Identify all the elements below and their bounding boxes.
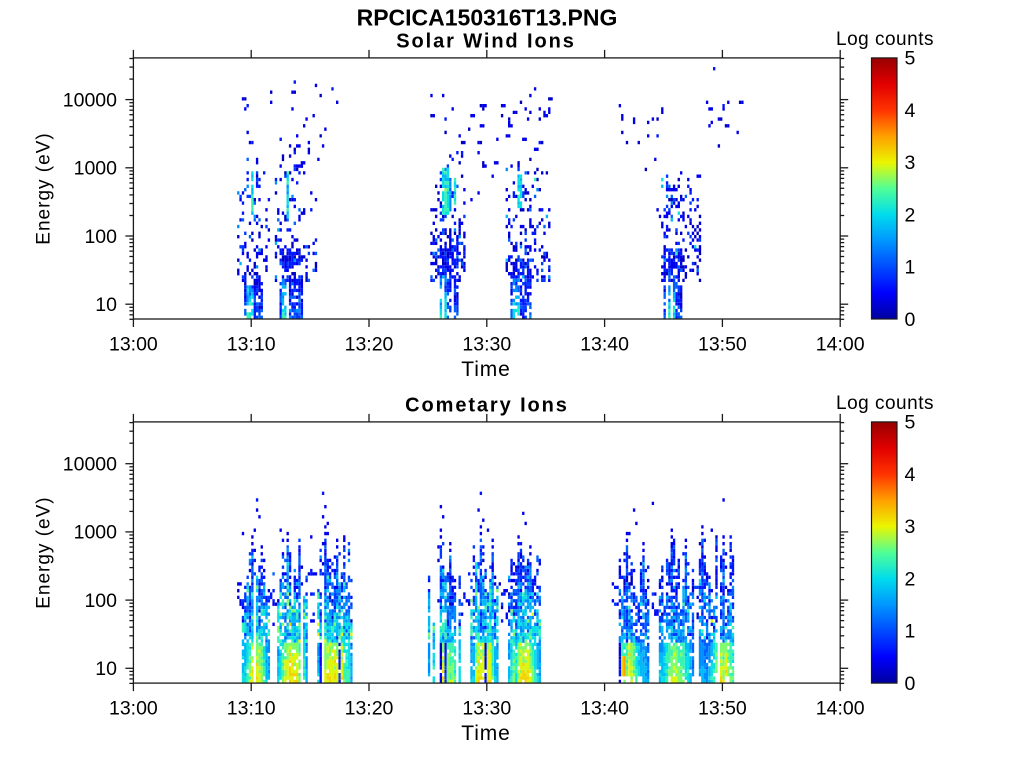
- svg-text:3: 3: [905, 152, 916, 174]
- svg-text:13:30: 13:30: [462, 334, 511, 356]
- svg-text:10000: 10000: [63, 454, 117, 476]
- svg-text:Time: Time: [461, 722, 511, 745]
- svg-text:14:00: 14:00: [816, 334, 865, 356]
- svg-text:Log counts: Log counts: [836, 393, 934, 414]
- svg-text:1: 1: [905, 257, 916, 279]
- svg-text:100: 100: [84, 590, 117, 612]
- svg-text:1000: 1000: [74, 522, 118, 544]
- svg-text:4: 4: [905, 464, 916, 486]
- svg-text:13:10: 13:10: [227, 334, 276, 356]
- svg-text:13:00: 13:00: [109, 334, 158, 356]
- svg-text:Energy (eV): Energy (eV): [34, 132, 55, 244]
- svg-text:10000: 10000: [63, 89, 117, 111]
- svg-text:13:50: 13:50: [698, 334, 747, 356]
- svg-text:0: 0: [905, 309, 916, 331]
- svg-text:3: 3: [905, 516, 916, 538]
- svg-text:Time: Time: [461, 358, 511, 381]
- svg-text:2: 2: [905, 204, 916, 226]
- svg-text:Solar Wind Ions: Solar Wind Ions: [396, 31, 575, 53]
- svg-text:13:30: 13:30: [462, 698, 511, 720]
- svg-text:14:00: 14:00: [816, 698, 865, 720]
- svg-text:10: 10: [95, 294, 117, 316]
- svg-text:1: 1: [905, 621, 916, 643]
- svg-text:13:40: 13:40: [580, 698, 629, 720]
- svg-text:100: 100: [84, 226, 117, 248]
- svg-text:Log counts: Log counts: [836, 29, 934, 50]
- svg-text:0: 0: [905, 673, 916, 695]
- svg-text:10: 10: [95, 658, 117, 680]
- svg-text:1000: 1000: [74, 158, 118, 180]
- svg-text:4: 4: [905, 100, 916, 122]
- svg-text:13:10: 13:10: [227, 698, 276, 720]
- svg-text:RPCICA150316T13.PNG: RPCICA150316T13.PNG: [357, 5, 618, 31]
- svg-text:Energy (eV): Energy (eV): [34, 496, 55, 608]
- svg-text:13:40: 13:40: [580, 334, 629, 356]
- svg-text:13:20: 13:20: [345, 334, 394, 356]
- svg-text:2: 2: [905, 568, 916, 590]
- svg-text:Cometary Ions: Cometary Ions: [405, 395, 569, 417]
- svg-text:13:20: 13:20: [345, 698, 394, 720]
- svg-text:5: 5: [905, 48, 916, 70]
- svg-text:13:00: 13:00: [109, 698, 158, 720]
- svg-text:5: 5: [905, 412, 916, 434]
- svg-text:13:50: 13:50: [698, 698, 747, 720]
